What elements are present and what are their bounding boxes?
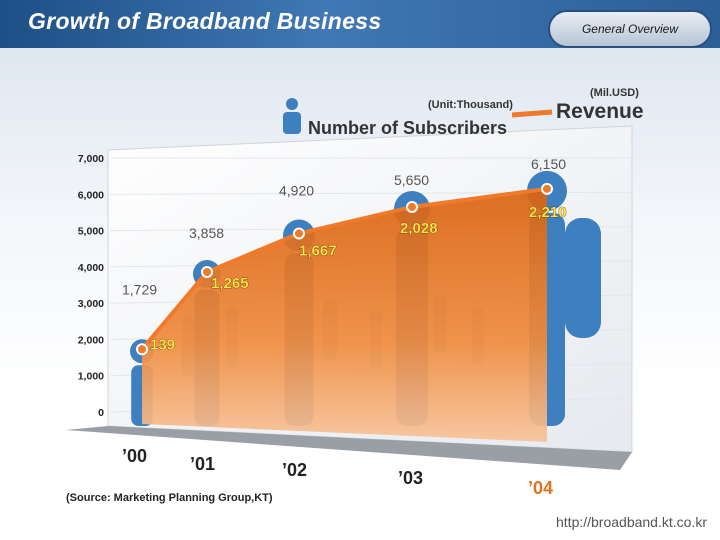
legend-subscribers: Number of Subscribers <box>308 118 507 138</box>
revenue-label: 139 <box>150 336 175 353</box>
data-point <box>406 200 418 213</box>
subscriber-labels: 1,729 3,858 4,920 5,650 6,150 <box>122 156 566 297</box>
y-tick-label: 7,000 <box>78 153 104 165</box>
data-point <box>136 343 148 356</box>
x-tick-label: ’02 <box>282 460 307 480</box>
subscriber-label: 1,729 <box>122 281 157 297</box>
x-tick-label: ’00 <box>122 446 147 466</box>
data-points <box>136 182 553 356</box>
x-tick-label: ’04 <box>528 478 553 498</box>
revenue-labels: 139 1,265 1,667 2,028 2,210 <box>150 204 567 354</box>
y-tick-label: 0 <box>98 407 104 419</box>
data-point <box>541 182 553 195</box>
revenue-label: 2,210 <box>529 204 567 221</box>
legend: (Unit:Thousand) Number of Subscribers (M… <box>283 87 644 138</box>
data-point <box>201 266 213 279</box>
subscriber-label: 5,650 <box>394 172 429 188</box>
y-tick-label: 5,000 <box>78 226 104 238</box>
person-icon <box>283 98 301 134</box>
x-tick-label: ’03 <box>398 468 423 488</box>
person-arm <box>565 218 601 338</box>
footer-url[interactable]: http://broadband.kt.co.kr <box>556 514 707 530</box>
y-tick-label: 3,000 <box>78 298 104 310</box>
subscriber-label: 6,150 <box>531 156 566 172</box>
revenue-label: 2,028 <box>400 220 438 237</box>
general-overview-tab[interactable]: General Overview <box>548 10 712 48</box>
subscriber-label: 4,920 <box>279 182 314 198</box>
legend-subscribers-unit: (Unit:Thousand) <box>428 99 513 111</box>
revenue-label: 1,667 <box>299 242 337 259</box>
y-tick-label: 4,000 <box>78 262 104 274</box>
legend-revenue-line <box>511 109 553 118</box>
page-title: Growth of Broadband Business <box>28 8 382 34</box>
revenue-label: 1,265 <box>211 275 249 292</box>
y-axis-ticks: 0 1,000 2,000 3,000 4,000 5,000 6,000 7,000 <box>78 153 104 419</box>
y-tick-label: 6,000 <box>78 189 104 201</box>
legend-revenue-unit: (Mil.USD) <box>590 87 639 99</box>
legend-revenue: Revenue <box>556 100 644 123</box>
revenue-area <box>142 188 547 442</box>
x-axis-ticks: ’00 ’01 ’02 ’03 ’04 <box>122 446 553 498</box>
source-note: (Source: Marketing Planning Group,KT) <box>66 492 273 504</box>
y-tick-label: 2,000 <box>78 334 104 346</box>
subscriber-label: 3,858 <box>189 225 224 241</box>
data-point <box>293 227 305 240</box>
chart-floor <box>66 426 632 470</box>
x-tick-label: ’01 <box>190 454 215 474</box>
y-tick-label: 1,000 <box>78 371 104 383</box>
